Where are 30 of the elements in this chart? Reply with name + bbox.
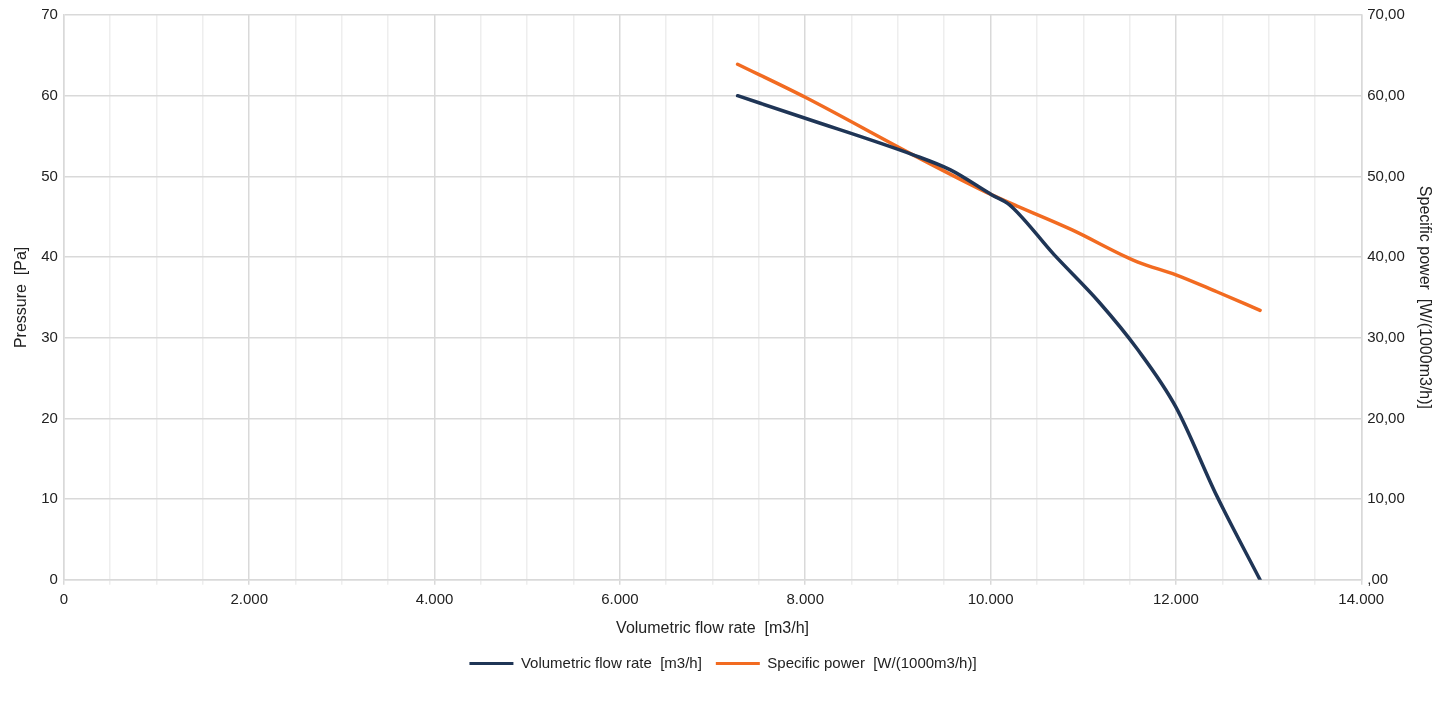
x-tick-label: 10.000 <box>967 589 1014 607</box>
x-tick-label: 6.000 <box>601 589 639 607</box>
y2-tick-label: ,00 <box>1367 569 1389 587</box>
y-tick-label: 10 <box>41 489 58 507</box>
y-tick-label: 60 <box>41 85 58 103</box>
y2-tick-label: 40,00 <box>1367 247 1405 265</box>
y2-tick-label: 70,00 <box>1367 5 1405 23</box>
y2-tick-label: 60,00 <box>1367 85 1405 103</box>
legend-label: Volumetric flow rate [m3/h] <box>520 653 702 671</box>
y-tick-label: 70 <box>41 5 58 23</box>
line-series <box>735 93 1262 580</box>
x-tick-label: 0 <box>59 589 69 607</box>
y2-tick-label: 50,00 <box>1367 166 1405 184</box>
y-tick-label: 0 <box>49 569 58 587</box>
y2-axis-title: Specific power [W/(1000m3/h)] <box>1416 185 1434 409</box>
x-tick-label: 4.000 <box>415 589 454 607</box>
x-tick-label: 12.000 <box>1152 589 1199 607</box>
y-tick-label: 30 <box>41 327 58 345</box>
y-tick-label: 20 <box>41 408 58 426</box>
y2-tick-label: 20,00 <box>1367 408 1405 426</box>
x-tick-label: 14.000 <box>1338 589 1385 607</box>
x-tick-label: 8.000 <box>786 589 825 607</box>
y-tick-label: 40 <box>41 247 58 265</box>
x-tick-label: 2.000 <box>230 589 268 607</box>
y2-tick-label: 30,00 <box>1367 327 1405 345</box>
y2-tick-label: 10,00 <box>1367 489 1405 507</box>
y-tick-label: 50 <box>41 166 58 184</box>
y-axis-title: Pressure [Pa] <box>12 246 30 349</box>
x-axis-title: Volumetric flow rate [m3/h] <box>616 618 810 636</box>
legend-label: Specific power [W/(1000m3/h)] <box>767 653 977 671</box>
